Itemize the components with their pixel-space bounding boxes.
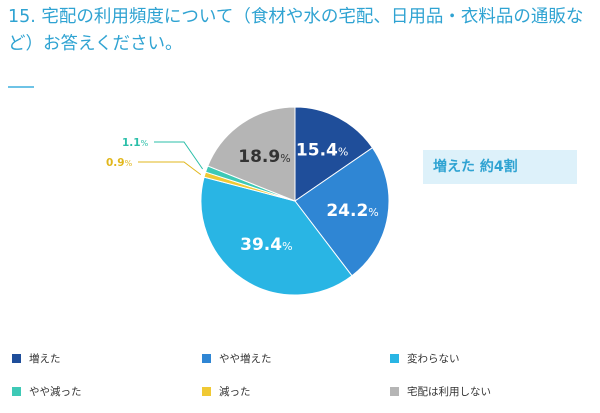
- legend-label: 増えた: [29, 353, 61, 365]
- data-label-4: 0.9%: [106, 157, 133, 169]
- legend-item-1: やや増えた: [202, 351, 272, 369]
- legend-swatch: [390, 387, 399, 396]
- data-label-0: 15.4%: [296, 140, 348, 160]
- legend-label: 宅配は利用しない: [407, 386, 491, 398]
- title-underline: [8, 86, 34, 88]
- legend-swatch: [202, 354, 211, 363]
- legend-swatch: [202, 387, 211, 396]
- legend-label: 減った: [219, 386, 251, 398]
- legend-label: やや増えた: [219, 353, 272, 365]
- page-title: 15. 宅配の利用頻度について（食材や水の宅配、日用品・衣料品の通販など）お答え…: [8, 7, 584, 54]
- legend-item-4: 減った: [202, 384, 251, 402]
- legend-item-2: 変わらない: [390, 351, 460, 369]
- legend-label: やや減った: [29, 386, 82, 398]
- pie-slice-0: [294, 106, 374, 202]
- data-label-3: 1.1%: [122, 137, 149, 149]
- pie-chart: 15.4% 24.2% 39.4% 18.9% 1.1% 0.9%: [106, 106, 390, 296]
- pie-slice-1: [294, 147, 390, 277]
- pie-slice-5: [207, 106, 296, 202]
- leader-line-4: [138, 161, 202, 176]
- data-label-2: 39.4%: [240, 235, 292, 255]
- summary-callout: 増えた 約4割: [423, 150, 577, 184]
- legend-swatch: [390, 354, 399, 363]
- legend-item-3: やや減った: [12, 384, 82, 402]
- legend-swatch: [12, 354, 21, 363]
- legend-item-5: 宅配は利用しない: [390, 384, 491, 402]
- legend-swatch: [12, 387, 21, 396]
- legend-item-0: 増えた: [12, 351, 61, 369]
- data-label-5: 18.9%: [238, 147, 290, 167]
- pie-slice-2: [200, 176, 353, 296]
- data-label-1: 24.2%: [326, 201, 378, 221]
- leader-line-3: [154, 141, 204, 170]
- chart-legend: 増えた やや増えた 変わらないやや減った 減った 宅配は利用しない: [12, 346, 592, 406]
- legend-label: 変わらない: [407, 353, 460, 365]
